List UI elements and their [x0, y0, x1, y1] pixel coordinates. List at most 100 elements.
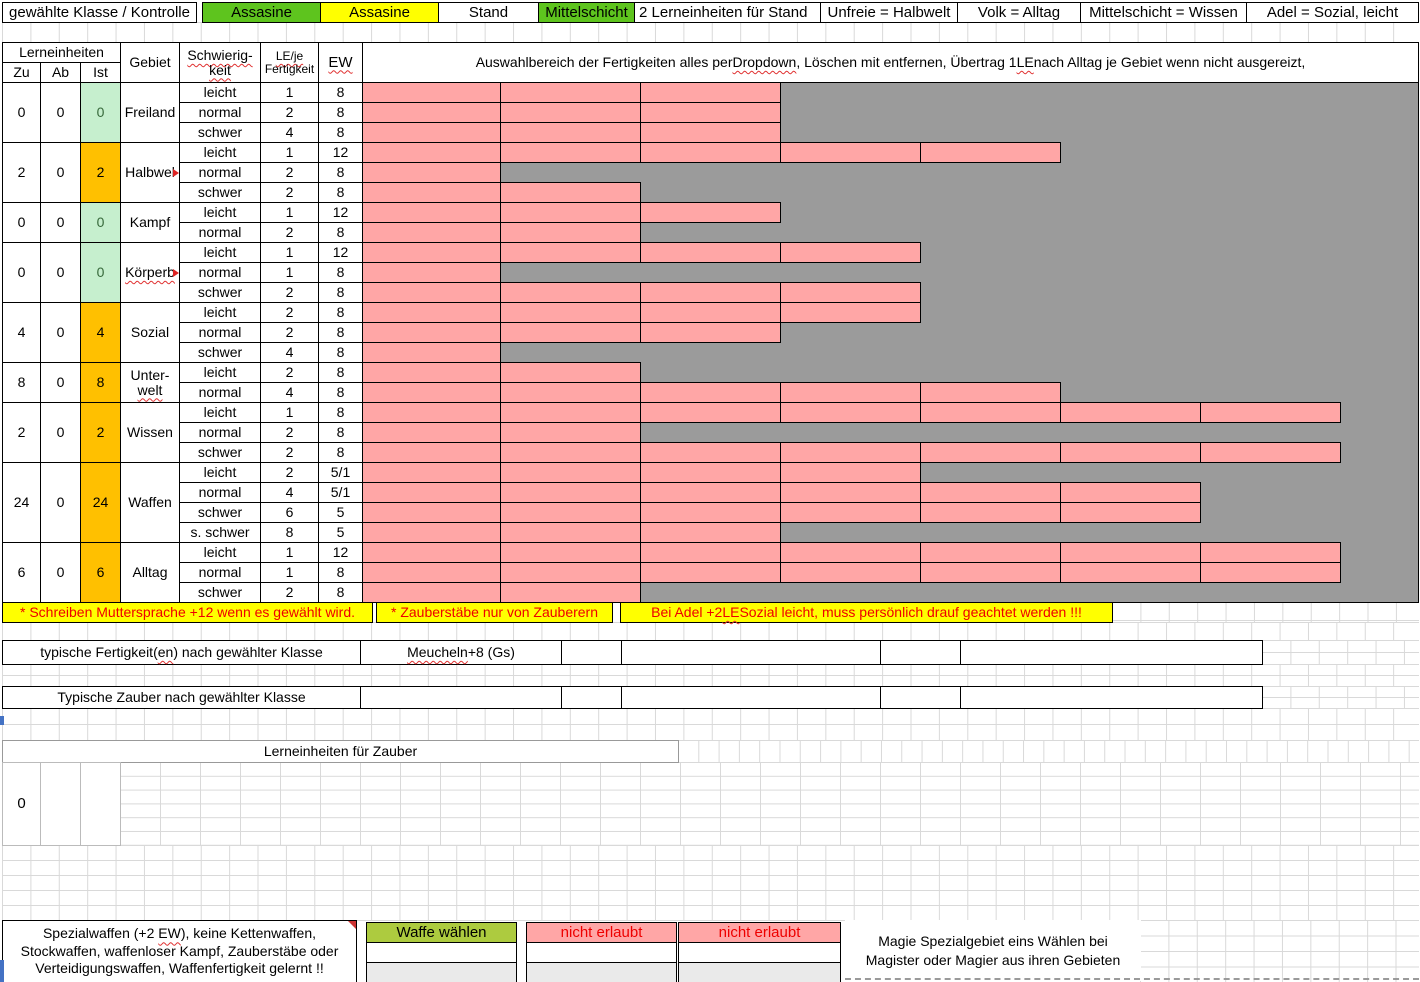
skill-dropdown-cell[interactable] — [920, 402, 1061, 423]
skill-dropdown-cell[interactable] — [780, 242, 921, 263]
skill-dropdown-cell[interactable] — [500, 562, 641, 583]
skill-dropdown-cell[interactable] — [500, 142, 641, 163]
skill-dropdown-cell[interactable] — [362, 222, 501, 243]
skill-dropdown-cell[interactable] — [500, 282, 641, 303]
skill-dropdown-cell[interactable] — [780, 442, 921, 463]
skill-dropdown-cell[interactable] — [362, 342, 501, 363]
skill-dropdown-cell[interactable] — [362, 522, 501, 543]
skill-dropdown-cell[interactable] — [780, 382, 921, 403]
skill-dropdown-cell[interactable] — [780, 142, 921, 163]
skill-dropdown-cell[interactable] — [1200, 442, 1341, 463]
skill-dropdown-cell[interactable] — [640, 562, 781, 583]
skill-dropdown-cell[interactable] — [500, 362, 641, 383]
skill-dropdown-cell[interactable] — [640, 402, 781, 423]
skill-dropdown-cell[interactable] — [362, 162, 501, 183]
skill-dropdown-cell[interactable] — [500, 522, 641, 543]
skill-dropdown-cell[interactable] — [640, 302, 781, 323]
skill-dropdown-cell[interactable] — [500, 462, 641, 483]
skill-dropdown-cell[interactable] — [640, 282, 781, 303]
skill-dropdown-cell[interactable] — [1060, 482, 1201, 503]
skill-dropdown-cell[interactable] — [1200, 562, 1341, 583]
skill-dropdown-cell[interactable] — [362, 502, 501, 523]
skill-dropdown-cell[interactable] — [362, 202, 501, 223]
skill-dropdown-cell[interactable] — [362, 442, 501, 463]
skill-dropdown-cell[interactable] — [500, 542, 641, 563]
skill-dropdown-cell[interactable] — [500, 382, 641, 403]
skill-dropdown-cell[interactable] — [1200, 542, 1341, 563]
skill-dropdown-cell[interactable] — [362, 122, 501, 143]
skill-dropdown-cell[interactable] — [640, 202, 781, 223]
skill-dropdown-cell[interactable] — [920, 382, 1061, 403]
skill-dropdown-cell[interactable] — [500, 322, 641, 343]
skill-dropdown-cell[interactable] — [1060, 542, 1201, 563]
skill-dropdown-cell[interactable] — [780, 282, 921, 303]
class-select[interactable]: Assasine — [202, 2, 321, 23]
skill-dropdown-cell[interactable] — [362, 562, 501, 583]
skill-dropdown-cell[interactable] — [362, 322, 501, 343]
skill-dropdown-cell[interactable] — [362, 422, 501, 443]
weapon-select-cell-2[interactable] — [366, 962, 517, 982]
skill-dropdown-cell[interactable] — [362, 142, 501, 163]
skill-dropdown-cell[interactable] — [1060, 402, 1201, 423]
skill-dropdown-cell[interactable] — [362, 542, 501, 563]
skill-dropdown-cell[interactable] — [780, 502, 921, 523]
skill-dropdown-cell[interactable] — [500, 422, 641, 443]
skill-dropdown-cell[interactable] — [362, 302, 501, 323]
skill-dropdown-cell[interactable] — [640, 242, 781, 263]
skill-dropdown-cell[interactable] — [500, 202, 641, 223]
skill-dropdown-cell[interactable] — [500, 222, 641, 243]
skill-dropdown-cell[interactable] — [500, 82, 641, 103]
skill-dropdown-cell[interactable] — [640, 82, 781, 103]
skill-dropdown-cell[interactable] — [920, 542, 1061, 563]
skill-dropdown-cell[interactable] — [920, 442, 1061, 463]
skill-dropdown-cell[interactable] — [780, 462, 921, 483]
skill-dropdown-cell[interactable] — [500, 242, 641, 263]
skill-dropdown-cell[interactable] — [920, 562, 1061, 583]
skill-dropdown-cell[interactable] — [362, 282, 501, 303]
skill-dropdown-cell[interactable] — [640, 502, 781, 523]
skill-dropdown-cell[interactable] — [640, 102, 781, 123]
skill-dropdown-cell[interactable] — [640, 122, 781, 143]
skill-dropdown-cell[interactable] — [1200, 402, 1341, 423]
skill-dropdown-cell[interactable] — [362, 582, 501, 603]
skill-dropdown-cell[interactable] — [500, 302, 641, 323]
skill-dropdown-cell[interactable] — [1060, 442, 1201, 463]
skill-dropdown-cell[interactable] — [362, 102, 501, 123]
skill-dropdown-cell[interactable] — [500, 502, 641, 523]
skill-dropdown-cell[interactable] — [640, 322, 781, 343]
skill-dropdown-cell[interactable] — [640, 382, 781, 403]
skill-dropdown-cell[interactable] — [780, 542, 921, 563]
skill-dropdown-cell[interactable] — [780, 402, 921, 423]
skill-dropdown-cell[interactable] — [640, 482, 781, 503]
skill-dropdown-cell[interactable] — [920, 502, 1061, 523]
skill-dropdown-cell[interactable] — [920, 142, 1061, 163]
skill-dropdown-cell[interactable] — [362, 182, 501, 203]
skill-dropdown-cell[interactable] — [500, 122, 641, 143]
skill-dropdown-cell[interactable] — [500, 582, 641, 603]
skill-dropdown-cell[interactable] — [640, 522, 781, 543]
skill-dropdown-cell[interactable] — [362, 82, 501, 103]
skill-dropdown-cell[interactable] — [1060, 562, 1201, 583]
skill-dropdown-cell[interactable] — [362, 362, 501, 383]
skill-dropdown-cell[interactable] — [640, 542, 781, 563]
skill-dropdown-cell[interactable] — [500, 102, 641, 123]
skill-dropdown-cell[interactable] — [640, 462, 781, 483]
skill-dropdown-cell[interactable] — [780, 562, 921, 583]
skill-dropdown-cell[interactable] — [780, 302, 921, 323]
skill-dropdown-cell[interactable] — [500, 442, 641, 463]
skill-dropdown-cell[interactable] — [500, 182, 641, 203]
weapon-select-cell-1[interactable] — [366, 942, 517, 963]
skill-dropdown-cell[interactable] — [362, 262, 501, 283]
skill-dropdown-cell[interactable] — [640, 442, 781, 463]
skill-dropdown-cell[interactable] — [780, 482, 921, 503]
skill-dropdown-cell[interactable] — [362, 482, 501, 503]
skill-dropdown-cell[interactable] — [640, 142, 781, 163]
stand-select[interactable]: Mittelschicht — [538, 2, 635, 23]
skill-dropdown-cell[interactable] — [500, 402, 641, 423]
skill-dropdown-cell[interactable] — [362, 382, 501, 403]
skill-dropdown-cell[interactable] — [500, 482, 641, 503]
skill-dropdown-cell[interactable] — [1060, 502, 1201, 523]
skill-dropdown-cell[interactable] — [362, 462, 501, 483]
skill-dropdown-cell[interactable] — [920, 482, 1061, 503]
skill-dropdown-cell[interactable] — [362, 402, 501, 423]
